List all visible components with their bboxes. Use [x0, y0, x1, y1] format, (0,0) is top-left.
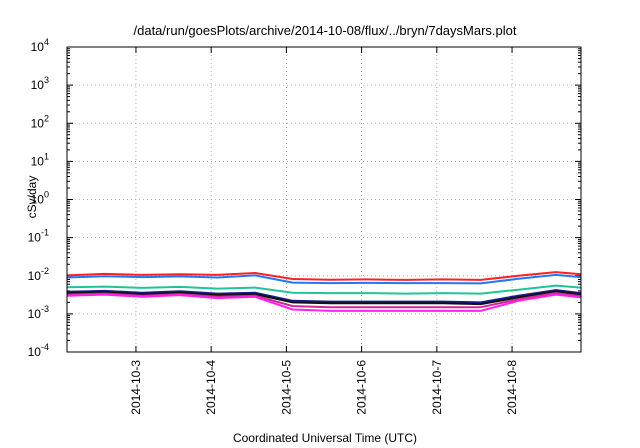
x-ticks: 2014-10-3 2014-10-4 2014-10-5 2014-10-6 2014… — [129, 47, 519, 415]
y-tick-label: 10-4 — [28, 342, 49, 359]
y-axis-label: cSv/day — [25, 176, 39, 219]
chart-title: /data/run/goesPlots/archive/2014-10-08/f… — [134, 23, 517, 38]
series-line — [66, 289, 582, 304]
grid-lines — [67, 47, 581, 352]
y-tick-label: 101 — [31, 151, 49, 168]
y-tick-label: 10-1 — [28, 228, 49, 245]
x-tick-label: 2014-10-5 — [279, 360, 293, 415]
series-line — [66, 284, 582, 295]
x-tick-label: 2014-10-4 — [204, 360, 218, 415]
x-tick-label: 2014-10-8 — [505, 360, 519, 415]
y-tick-label: 103 — [31, 75, 49, 92]
x-axis-label: Coordinated Universal Time (UTC) — [233, 431, 417, 445]
x-tick-label: 2014-10-7 — [430, 360, 444, 415]
x-tick-label: 2014-10-6 — [355, 360, 369, 415]
series-line — [66, 271, 582, 281]
y-tick-label: 10-3 — [28, 304, 49, 321]
plot-frame — [66, 46, 582, 353]
series-lines — [66, 271, 582, 312]
y-tick-label: 100 — [31, 190, 49, 207]
y-tick-label: 10-2 — [28, 266, 49, 283]
x-tick-label: 2014-10-3 — [129, 360, 143, 415]
series-line — [66, 293, 582, 312]
y-tick-label: 102 — [31, 113, 49, 130]
series-line — [66, 273, 582, 285]
series-line — [66, 290, 582, 306]
y-tick-label: 104 — [31, 37, 49, 54]
series-line — [66, 292, 582, 309]
